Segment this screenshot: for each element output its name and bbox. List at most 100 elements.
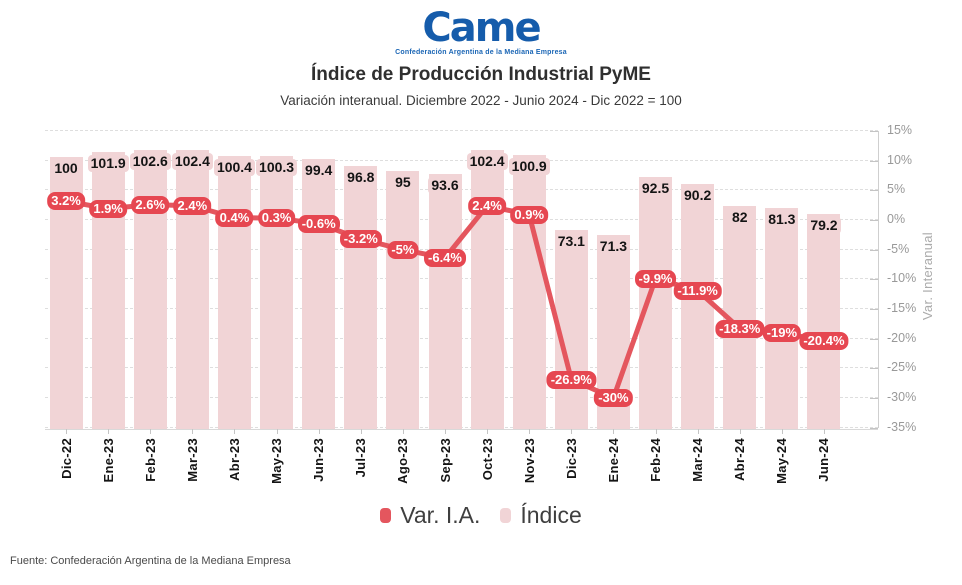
bar-value-text: 96.8 bbox=[344, 168, 378, 186]
gridline bbox=[45, 130, 878, 132]
bar-value-text: 102.4 bbox=[171, 153, 213, 171]
line-value-label: -11.9% bbox=[673, 281, 722, 300]
x-axis-tick bbox=[192, 429, 194, 434]
line-value-label: -20.4% bbox=[799, 331, 849, 350]
legend-label: Var. I.A. bbox=[400, 502, 481, 528]
y-axis-tick bbox=[870, 397, 878, 399]
line-value-label: -30% bbox=[594, 388, 633, 407]
line-value-label: -19% bbox=[762, 323, 802, 342]
bar-value-text: 100 bbox=[51, 160, 81, 177]
x-axis-tick bbox=[739, 429, 741, 434]
x-axis-tick bbox=[613, 429, 615, 434]
bar-value-text: 102.6 bbox=[129, 152, 171, 170]
index-bar bbox=[428, 174, 462, 429]
page-subtitle: Variación interanual. Diciembre 2022 - J… bbox=[280, 93, 682, 108]
y-axis-tick-label: -15% bbox=[887, 300, 917, 315]
x-axis-tick bbox=[276, 429, 278, 434]
x-axis-tick bbox=[487, 429, 489, 434]
y-axis-tick bbox=[870, 131, 878, 133]
x-axis-tick bbox=[108, 429, 110, 434]
bar-value-label: 73.1 bbox=[529, 233, 613, 251]
line-value-label: -6.4% bbox=[424, 248, 466, 267]
bar-value-label: 95 bbox=[361, 173, 445, 192]
line-value-label: 2.4% bbox=[173, 196, 212, 215]
line-value-label: -18.3% bbox=[715, 319, 765, 338]
bar-value-text: 100.4 bbox=[213, 158, 255, 176]
bar-value-label: 102.4 bbox=[445, 153, 529, 171]
y-axis-tick bbox=[870, 427, 878, 429]
right-axis-title: Var. Interanual bbox=[920, 232, 935, 321]
line-value-label: 1.9% bbox=[89, 199, 127, 218]
bar-value-text: 90.2 bbox=[681, 186, 715, 204]
line-value-label: -0.6% bbox=[297, 214, 340, 233]
y-axis-tick bbox=[870, 279, 878, 281]
index-bar bbox=[91, 151, 125, 429]
bar-value-text: 100.9 bbox=[508, 157, 550, 175]
index-bar bbox=[765, 207, 799, 429]
x-axis-tick bbox=[234, 429, 236, 434]
index-bar bbox=[386, 170, 420, 429]
index-bar bbox=[217, 155, 251, 429]
y-axis-tick-label: -10% bbox=[887, 271, 917, 286]
x-axis-tick bbox=[150, 429, 152, 434]
index-bar bbox=[807, 213, 841, 429]
bar-value-label: 81.3 bbox=[740, 210, 824, 229]
x-axis-line bbox=[45, 429, 878, 430]
came-logo-subtext: Confederación Argentina de la Mediana Em… bbox=[395, 49, 567, 56]
y-axis-tick-label: 0% bbox=[887, 212, 906, 226]
x-axis-tick bbox=[360, 429, 362, 434]
index-bar bbox=[260, 156, 294, 429]
bar-value-label: 90.2 bbox=[656, 186, 740, 205]
page-title: Índice de Producción Industrial PyME bbox=[311, 64, 651, 85]
index-bar bbox=[681, 183, 715, 429]
line-value-label: 2.4% bbox=[468, 196, 506, 215]
y-axis-tick-label: 15% bbox=[887, 123, 913, 138]
line-value-label: -3.2% bbox=[339, 229, 382, 248]
bar-value-text: 95 bbox=[392, 173, 414, 191]
y-axis-tick-label: -30% bbox=[887, 389, 917, 404]
y-axis-tick bbox=[870, 190, 878, 192]
bar-value-text: 101.9 bbox=[87, 154, 129, 172]
bar-value-label: 82 bbox=[698, 208, 782, 227]
bar-value-text: 92.5 bbox=[638, 180, 673, 198]
x-axis-tick bbox=[529, 429, 531, 434]
y-axis-tick bbox=[870, 368, 878, 370]
y-axis-tick-label: -5% bbox=[887, 241, 910, 256]
bar-value-text: 100.3 bbox=[256, 159, 298, 177]
source-note: Fuente: Confederación Argentina de la Me… bbox=[10, 555, 291, 567]
y-axis-tick-label: -35% bbox=[887, 419, 917, 434]
bar-value-label: 71.3 bbox=[571, 238, 655, 256]
came-logo: Came Confederación Argentina de la Media… bbox=[0, 8, 962, 56]
gridline bbox=[45, 337, 878, 339]
gridline bbox=[45, 278, 878, 280]
bar-value-label: 92.5 bbox=[614, 180, 698, 198]
y-axis-tick-label: 5% bbox=[887, 182, 906, 197]
bar-value-label: 100.3 bbox=[235, 159, 319, 177]
legend-marker-icon bbox=[380, 508, 392, 523]
line-value-label: 2.6% bbox=[131, 195, 170, 214]
x-axis-tick bbox=[445, 429, 446, 434]
index-bar bbox=[302, 158, 336, 429]
bar-value-label: 79.2 bbox=[782, 216, 866, 235]
gridline bbox=[45, 307, 878, 309]
legend-label: Índice bbox=[520, 502, 582, 528]
legend-item: Var. I.A. bbox=[380, 502, 480, 529]
y-axis-tick-label: -25% bbox=[887, 360, 917, 375]
bar-value-label: 100.4 bbox=[192, 158, 276, 177]
bar-value-label: 99.4 bbox=[277, 161, 361, 180]
line-value-label: 0.9% bbox=[510, 205, 549, 224]
line-value-label: -26.9% bbox=[546, 370, 596, 389]
gridline bbox=[45, 159, 878, 161]
y-axis-tick bbox=[870, 338, 878, 340]
bar-value-text: 73.1 bbox=[554, 233, 588, 251]
line-value-label: -9.9% bbox=[634, 269, 677, 288]
y-axis-tick bbox=[870, 308, 878, 310]
bar-value-label: 100 bbox=[24, 160, 108, 178]
line-value-label: 0.4% bbox=[215, 208, 254, 227]
x-axis-tick bbox=[823, 429, 825, 434]
index-bar bbox=[512, 154, 546, 429]
gridline bbox=[45, 426, 878, 428]
came-logo-text: Came bbox=[422, 5, 541, 51]
